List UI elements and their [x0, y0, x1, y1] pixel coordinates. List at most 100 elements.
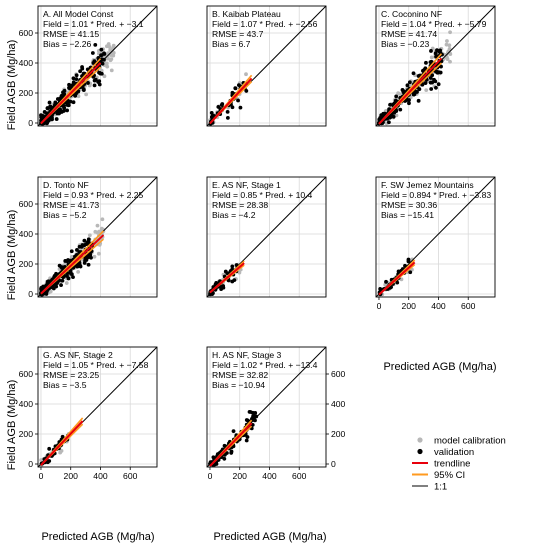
panel-annotation: Field = 1.01 * Pred. + −3.1 — [43, 19, 144, 29]
y-tick-label: 200 — [331, 429, 346, 439]
legend-label: model calibration — [434, 436, 506, 447]
validation-point — [421, 68, 425, 73]
panel-annotation: RMSE = 28.38 — [212, 200, 268, 210]
panel-annotation: RMSE = 30.36 — [381, 200, 437, 210]
calibration-point — [105, 64, 110, 69]
validation-point — [47, 100, 52, 105]
y-tick-label: 200 — [19, 429, 34, 439]
panel-annotation: F. SW Jemez Mountains — [381, 180, 474, 190]
validation-point — [69, 249, 74, 254]
calibration-point — [58, 450, 63, 455]
validation-point — [230, 279, 235, 284]
calibration-point — [237, 270, 242, 275]
validation-point — [71, 76, 76, 81]
trendline — [209, 422, 253, 467]
validation-point — [405, 83, 410, 88]
validation-point — [407, 101, 411, 106]
panel-annotation: Bias = −10.94 — [212, 380, 265, 390]
panel-frame — [37, 346, 158, 468]
validation-point — [430, 73, 435, 78]
calibration-point — [429, 55, 434, 60]
validation-point — [429, 49, 433, 53]
validation-point — [57, 263, 62, 268]
validation-point — [231, 429, 236, 434]
calibration-point — [95, 223, 100, 228]
trendline — [378, 57, 443, 125]
trendline — [40, 420, 84, 466]
validation-point — [209, 115, 214, 119]
legend-label: 95% CI — [434, 470, 465, 481]
legend-label: trendline — [434, 459, 470, 470]
y-tick-label: 0 — [28, 118, 33, 128]
legend: model calibrationvalidationtrendline95% … — [412, 436, 506, 493]
x-tick-label: 200 — [233, 471, 248, 481]
panel-frame — [375, 176, 496, 298]
calibration-point — [108, 48, 113, 52]
validation-point — [75, 264, 80, 269]
calibration-point — [107, 44, 112, 49]
calibration-point — [397, 91, 401, 96]
validation-point — [436, 82, 441, 87]
validation-point — [245, 418, 250, 423]
validation-point — [70, 83, 75, 88]
y-tick-label: 200 — [19, 259, 34, 269]
calibration-point — [424, 88, 429, 93]
x-tick-label: 600 — [461, 301, 476, 311]
calibration-point — [109, 68, 114, 73]
validation-point — [423, 66, 428, 71]
validation-point — [93, 77, 98, 82]
legend-swatch — [417, 437, 423, 443]
calibration-point — [76, 269, 81, 274]
validation-point — [394, 94, 399, 99]
y-tick-label: 600 — [19, 369, 34, 379]
validation-point — [74, 77, 79, 82]
x-tick-label: 0 — [208, 471, 213, 481]
validation-point — [66, 103, 71, 108]
validation-point — [424, 60, 428, 65]
validation-point — [61, 92, 66, 97]
y-tick-label: 600 — [331, 369, 346, 379]
validation-point — [433, 51, 438, 56]
y-tick-label: 0 — [28, 459, 33, 469]
x-tick-label: 0 — [39, 471, 44, 481]
validation-point — [60, 434, 65, 439]
validation-point — [225, 109, 230, 114]
x-axis-label-col1: Predicted AGB (Mg/ha) — [41, 531, 154, 543]
validation-point — [395, 280, 400, 285]
x-axis-label-col2: Predicted AGB (Mg/ha) — [213, 531, 326, 543]
validation-point — [82, 238, 87, 243]
validation-point — [90, 51, 95, 55]
x-tick-label: 200 — [402, 301, 417, 311]
panel-annotation: RMSE = 41.74 — [381, 29, 437, 39]
validation-point — [82, 261, 87, 265]
validation-point — [71, 275, 75, 280]
panel-annotation: Field = 1.07 * Pred. + −2.56 — [212, 19, 318, 29]
calibration-point — [444, 42, 449, 47]
calibration-point — [92, 254, 97, 259]
y-tick-label: 200 — [19, 88, 34, 98]
y-tick-label: 600 — [19, 28, 34, 38]
calibration-point — [84, 92, 89, 97]
calibration-point — [383, 282, 388, 287]
panel-annotation: B. Kaibab Plateau — [212, 9, 281, 19]
validation-point — [393, 98, 398, 103]
validation-point — [387, 107, 391, 112]
validation-point — [92, 83, 97, 88]
validation-point — [407, 80, 412, 85]
validation-point — [236, 98, 240, 103]
validation-point — [420, 82, 425, 87]
validation-point — [396, 269, 401, 274]
validation-point — [238, 105, 243, 110]
validation-point — [97, 82, 102, 87]
validation-point — [417, 87, 422, 92]
validation-point — [45, 279, 50, 284]
validation-point — [222, 452, 227, 457]
validation-point — [45, 106, 50, 110]
validation-point — [66, 276, 71, 281]
panel-annotation: Field = 1.05 * Pred. + −7.58 — [43, 360, 149, 370]
validation-point — [57, 111, 61, 116]
calibration-point — [445, 57, 450, 61]
x-tick-label: 200 — [64, 471, 79, 481]
